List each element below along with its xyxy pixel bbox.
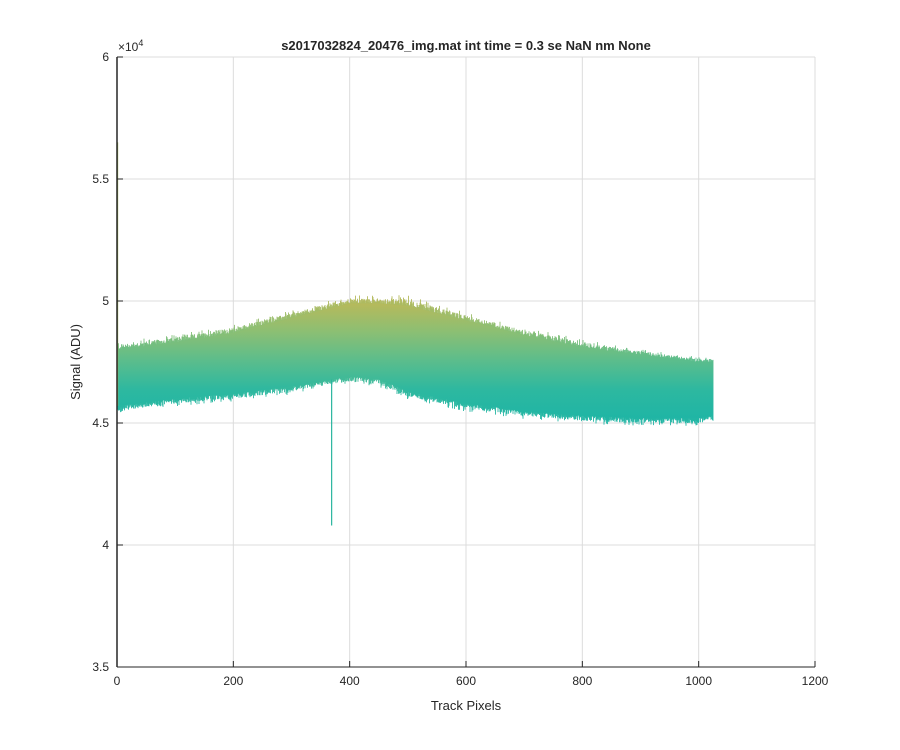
y-tick-label: 5.5	[92, 172, 109, 186]
axes: 0 200 400 600 800 1000 1200 3.5 4 4.5 5 5.5 6	[92, 50, 828, 688]
y-tick-label: 4	[102, 538, 109, 552]
x-tick-label: 1000	[685, 674, 712, 688]
x-tick-label: 400	[340, 674, 360, 688]
x-tick-label: 1200	[802, 674, 829, 688]
chart-title: s2017032824_20476_img.mat int time = 0.3…	[281, 38, 651, 53]
y-tick-label: 4.5	[92, 416, 109, 430]
y-tick-label: 5	[102, 294, 109, 308]
x-axis-label: Track Pixels	[431, 698, 502, 713]
signal-core	[117, 303, 713, 419]
x-tick-label: 0	[114, 674, 121, 688]
exponent-multiplier: ×104	[118, 38, 143, 54]
y-tick-label: 3.5	[92, 660, 109, 674]
x-tick-label: 800	[572, 674, 592, 688]
y-tick-label: 6	[102, 50, 109, 64]
x-tick-label: 600	[456, 674, 476, 688]
y-axis-label: Signal (ADU)	[68, 324, 83, 400]
x-tick-label: 200	[223, 674, 243, 688]
